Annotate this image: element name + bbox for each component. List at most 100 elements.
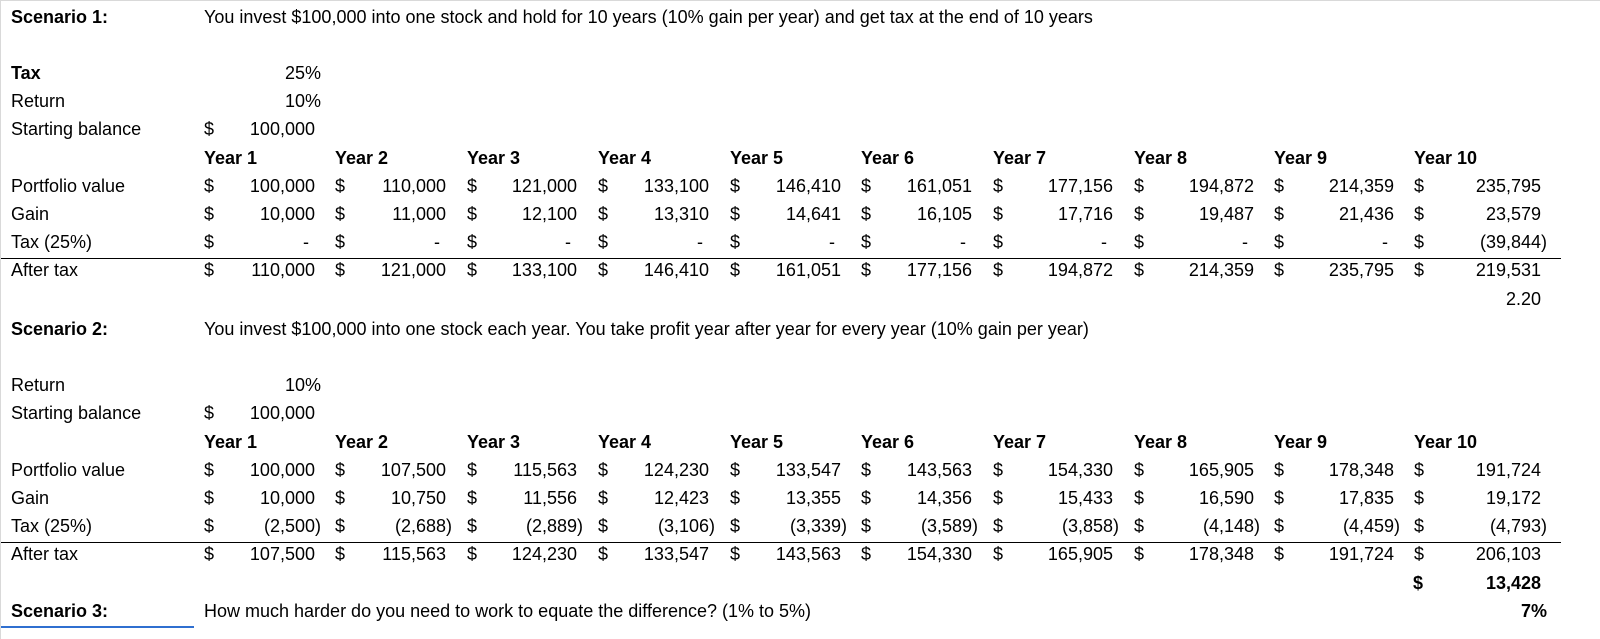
table-cell[interactable]: 17,835	[1338, 488, 1394, 508]
table-cell[interactable]: 143,563	[906, 460, 972, 480]
table-cell[interactable]: (3,858)	[1061, 516, 1119, 536]
table-cell[interactable]: 206,103	[1475, 544, 1541, 564]
scenario1-description[interactable]: You invest $100,000 into one stock and h…	[204, 7, 1093, 27]
scenario2-description[interactable]: You invest $100,000 into one stock each …	[204, 319, 1089, 339]
table-cell[interactable]: 154,330	[1047, 460, 1113, 480]
table-cell[interactable]: 121,000	[380, 260, 446, 280]
row-label[interactable]: Portfolio value	[11, 460, 126, 480]
year-header[interactable]: Year 4	[598, 148, 652, 168]
table-cell[interactable]: 214,359	[1328, 176, 1394, 196]
table-cell[interactable]: -	[303, 232, 309, 252]
row-label[interactable]: Tax (25%)	[11, 516, 93, 536]
table-cell[interactable]: -	[697, 232, 703, 252]
table-cell[interactable]: 177,156	[1047, 176, 1113, 196]
table-cell[interactable]: 124,230	[511, 544, 577, 564]
return-value[interactable]: 10%	[284, 91, 321, 111]
table-cell[interactable]: 214,359	[1188, 260, 1254, 280]
table-cell[interactable]: 11,000	[392, 204, 446, 224]
table-cell[interactable]: -	[1101, 232, 1107, 252]
table-cell[interactable]: -	[565, 232, 571, 252]
table-cell[interactable]: 146,410	[643, 260, 709, 280]
year-header[interactable]: Year 3	[467, 432, 521, 452]
tax-value[interactable]: 25%	[284, 63, 321, 83]
year-header[interactable]: Year 5	[730, 432, 784, 452]
year-header[interactable]: Year 6	[861, 148, 915, 168]
table-cell[interactable]: 14,641	[785, 204, 841, 224]
table-cell[interactable]: 14,356	[916, 488, 972, 508]
return-label[interactable]: Return	[11, 91, 66, 111]
table-cell[interactable]: (3,339)	[789, 516, 847, 536]
year-header[interactable]: Year 2	[335, 432, 389, 452]
table-cell[interactable]: 165,905	[1188, 460, 1254, 480]
table-cell[interactable]: 15,433	[1057, 488, 1113, 508]
table-cell[interactable]: 133,547	[775, 460, 841, 480]
return-value-2[interactable]: 10%	[284, 375, 321, 395]
table-cell[interactable]: (2,688)	[394, 516, 452, 536]
scenario1-ratio[interactable]: 2.20	[1505, 289, 1541, 309]
scenario1-label[interactable]: Scenario 1:	[11, 7, 109, 27]
table-cell[interactable]: 146,410	[775, 176, 841, 196]
table-cell[interactable]: 13,355	[785, 488, 841, 508]
table-cell[interactable]: 178,348	[1328, 460, 1394, 480]
table-cell[interactable]: 19,172	[1485, 488, 1541, 508]
table-cell[interactable]: 121,000	[511, 176, 577, 196]
table-cell[interactable]: (4,148)	[1202, 516, 1260, 536]
table-cell[interactable]: 115,563	[513, 460, 577, 480]
year-header[interactable]: Year 9	[1274, 148, 1328, 168]
table-cell[interactable]: 13,310	[653, 204, 709, 224]
table-cell[interactable]: 11,556	[523, 488, 577, 508]
table-cell[interactable]: (2,889)	[525, 516, 583, 536]
table-cell[interactable]: (3,589)	[920, 516, 978, 536]
row-label[interactable]: After tax	[11, 544, 79, 564]
scenario2-label[interactable]: Scenario 2:	[11, 319, 109, 339]
table-cell[interactable]: 10,000	[259, 488, 315, 508]
table-cell[interactable]: (2,500)	[263, 516, 321, 536]
year-header[interactable]: Year 10	[1414, 148, 1478, 168]
row-label[interactable]: Portfolio value	[11, 176, 126, 196]
table-cell[interactable]: 10,000	[259, 204, 315, 224]
table-cell[interactable]: 219,531	[1475, 260, 1541, 280]
scenario3-description[interactable]: How much harder do you need to work to e…	[204, 601, 812, 621]
year-header[interactable]: Year 8	[1134, 432, 1188, 452]
scenario3-value[interactable]: 7%	[1520, 601, 1547, 621]
table-cell[interactable]: 17,716	[1057, 204, 1113, 224]
table-cell[interactable]: -	[829, 232, 835, 252]
year-header[interactable]: Year 5	[730, 148, 784, 168]
year-header[interactable]: Year 3	[467, 148, 521, 168]
table-cell[interactable]: 191,724	[1328, 544, 1394, 564]
table-cell[interactable]: 161,051	[906, 176, 972, 196]
table-cell[interactable]: 21,436	[1338, 204, 1394, 224]
table-cell[interactable]: (39,844)	[1479, 232, 1547, 252]
table-cell[interactable]: 110,000	[382, 176, 446, 196]
year-header[interactable]: Year 4	[598, 432, 652, 452]
table-cell[interactable]: -	[434, 232, 440, 252]
year-header[interactable]: Year 2	[335, 148, 389, 168]
table-cell[interactable]: -	[1382, 232, 1388, 252]
year-header[interactable]: Year 10	[1414, 432, 1478, 452]
table-cell[interactable]: 165,905	[1047, 544, 1113, 564]
table-cell[interactable]: 10,750	[390, 488, 446, 508]
table-cell[interactable]: 16,590	[1198, 488, 1254, 508]
table-cell[interactable]: 12,100	[521, 204, 577, 224]
year-header[interactable]: Year 1	[204, 432, 258, 452]
row-label[interactable]: Tax (25%)	[11, 232, 93, 252]
table-cell[interactable]: 110,000	[251, 260, 315, 280]
table-cell[interactable]: 115,563	[382, 544, 446, 564]
starting-balance-label-2[interactable]: Starting balance	[11, 403, 142, 423]
table-cell[interactable]: 107,500	[249, 544, 315, 564]
table-cell[interactable]: 133,547	[643, 544, 709, 564]
table-cell[interactable]: 124,230	[643, 460, 709, 480]
row-label[interactable]: Gain	[11, 488, 50, 508]
table-cell[interactable]: (4,459)	[1342, 516, 1400, 536]
table-cell[interactable]: 19,487	[1198, 204, 1254, 224]
tax-label[interactable]: Tax	[11, 63, 41, 83]
starting-balance-value-2[interactable]: 100,000	[249, 403, 315, 423]
difference-value[interactable]: 13,428	[1485, 573, 1541, 593]
table-cell[interactable]: 23,579	[1485, 204, 1541, 224]
starting-balance-value[interactable]: 100,000	[249, 119, 315, 139]
table-cell[interactable]: 133,100	[511, 260, 577, 280]
table-cell[interactable]: -	[960, 232, 966, 252]
row-label[interactable]: Gain	[11, 204, 50, 224]
year-header[interactable]: Year 6	[861, 432, 915, 452]
table-cell[interactable]: 107,500	[380, 460, 446, 480]
